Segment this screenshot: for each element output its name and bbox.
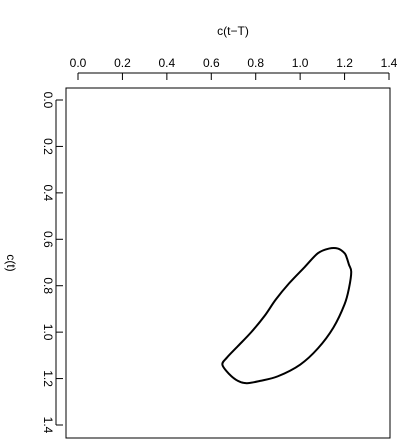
- y-axis: 0.0 0.2 0.4 0.6 0.8 1.0 1.2 1.4: [41, 92, 63, 434]
- x-tick-label: 1.0: [292, 56, 309, 70]
- x-tick-label: 0.2: [114, 56, 131, 70]
- y-tick-label: 0.4: [41, 185, 55, 202]
- y-tick-label: 0.2: [41, 138, 55, 155]
- x-axis: 0.0 0.2 0.4 0.6 0.8 1.0 1.2 1.4: [70, 56, 398, 80]
- x-tick-label: 1.2: [336, 56, 353, 70]
- x-axis-title: c(t−T): [217, 24, 249, 38]
- x-tick-label: 0.0: [70, 56, 87, 70]
- y-tick-label: 0.6: [41, 231, 55, 248]
- x-tick-label: 0.8: [247, 56, 264, 70]
- series-line: [221, 246, 353, 385]
- y-tick-label: 0.0: [41, 92, 55, 109]
- x-tick-label: 0.6: [203, 56, 220, 70]
- y-tick-label: 0.8: [41, 277, 55, 294]
- y-tick-label: 1.4: [41, 417, 55, 434]
- y-axis-title: c(t): [4, 254, 18, 271]
- y-tick-label: 1.0: [41, 324, 55, 341]
- x-tick-label: 1.4: [381, 56, 398, 70]
- x-tick-label: 0.4: [159, 56, 176, 70]
- y-tick-label: 1.2: [41, 370, 55, 387]
- series-group: [221, 246, 353, 385]
- plot-frame: [65, 87, 391, 439]
